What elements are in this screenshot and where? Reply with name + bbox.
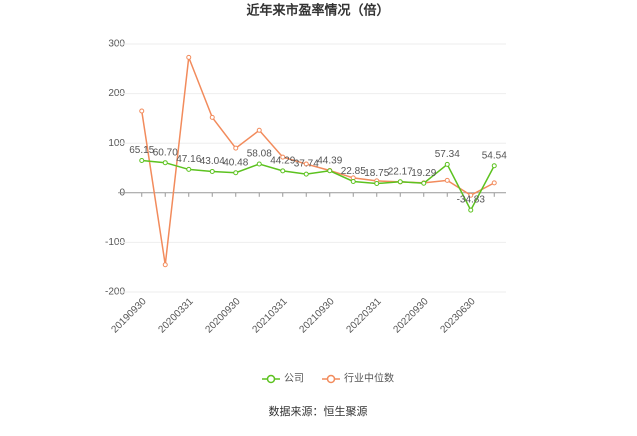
point (256, 127, 262, 133)
point (233, 170, 239, 176)
series-line (141, 159, 495, 212)
x-tick-label: 20200331 (156, 296, 196, 336)
data-label: 44.39 (317, 155, 342, 166)
data-label: 57.34 (435, 149, 460, 160)
point (468, 192, 474, 198)
data-label: -34.83 (457, 195, 486, 206)
chart-title: 近年来市盈率情况（倍） (246, 2, 389, 17)
data-label: 47.16 (176, 154, 201, 165)
legend-label: 公司 (284, 374, 304, 385)
y-tick-label: 300 (108, 39, 125, 50)
point (280, 168, 286, 174)
x-tick-label: 20210930 (297, 296, 337, 336)
point (303, 161, 309, 167)
point (303, 171, 309, 177)
data-label: 19.29 (411, 168, 436, 179)
y-tick-label: 200 (108, 88, 125, 99)
series-line (141, 57, 495, 265)
point (139, 157, 145, 163)
x-tick-label: 20200930 (203, 296, 243, 336)
data-label: 22.85 (341, 166, 366, 177)
data-label: 44.29 (270, 155, 295, 166)
point (444, 177, 450, 183)
point (186, 166, 192, 172)
point (421, 180, 427, 186)
point (186, 54, 192, 60)
point (256, 161, 262, 167)
point (162, 160, 168, 166)
x-tick-label: 20220930 (391, 296, 431, 336)
point (468, 207, 474, 213)
point (139, 108, 145, 114)
y-tick-label: -200 (105, 287, 125, 298)
data-label: 40.48 (223, 157, 248, 168)
point (209, 114, 215, 120)
data-label: 65.15 (129, 145, 154, 156)
point (444, 161, 450, 167)
legend-label: 行业中位数 (344, 372, 394, 385)
data-label: 22.17 (388, 166, 413, 177)
data-label: 60.70 (153, 147, 178, 158)
data-label: 18.75 (364, 168, 389, 179)
x-tick-label: 20220331 (344, 296, 384, 336)
data-label: 54.54 (482, 150, 507, 161)
y-tick-label: -100 (105, 237, 125, 248)
data-label: 58.08 (247, 149, 272, 160)
source: 数据来源：恒生聚源 (269, 404, 368, 418)
point (374, 181, 380, 186)
point (280, 154, 286, 160)
point (209, 168, 215, 174)
point (233, 145, 239, 151)
point (397, 179, 403, 185)
data-label: 43.04 (200, 156, 225, 167)
point (327, 168, 333, 174)
legend-marker (266, 374, 276, 384)
legend-marker (326, 374, 336, 384)
point (491, 163, 497, 169)
point (491, 180, 497, 186)
y-tick-label: 100 (108, 138, 125, 149)
data-label: 37.74 (294, 159, 319, 170)
point (350, 178, 356, 184)
x-tick-label: 20210331 (250, 296, 290, 336)
point (162, 262, 168, 268)
x-tick-label: 20230630 (438, 296, 478, 336)
x-tick-label: 20190930 (109, 296, 149, 336)
